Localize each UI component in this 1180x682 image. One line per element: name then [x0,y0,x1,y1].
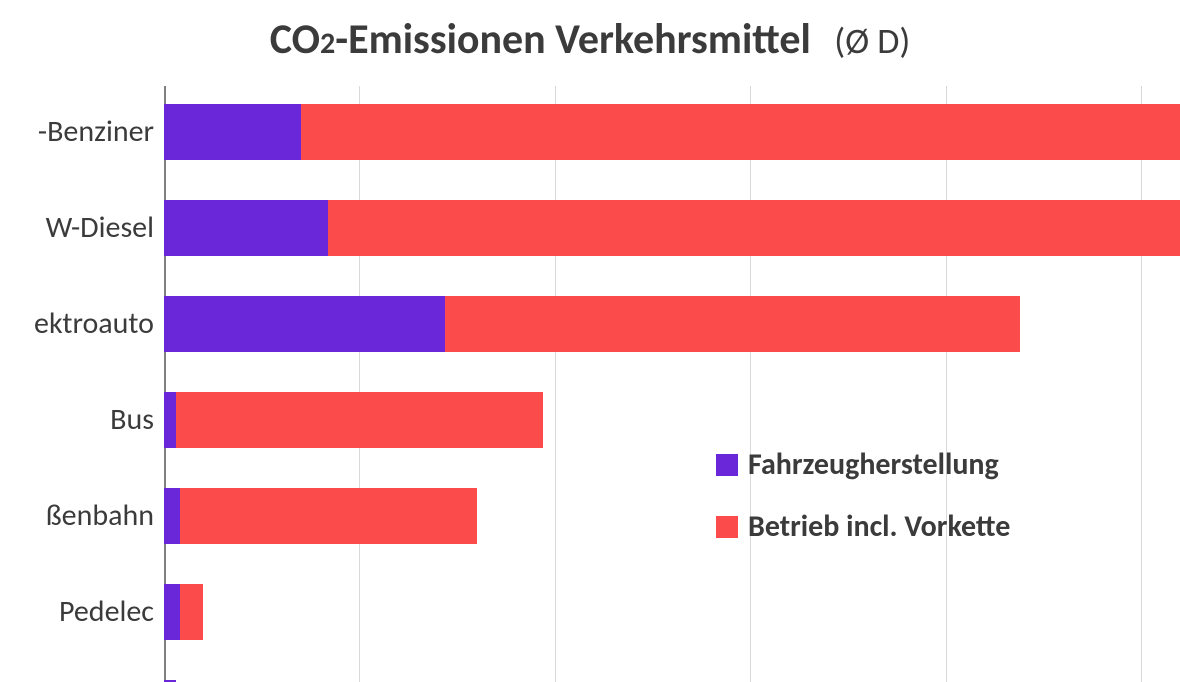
bar-segment-herstellung [164,584,180,640]
title-main: CO2-Emissionen Verkehrsmittel [270,14,821,65]
legend-item-herstellung: Fahrzeugherstellung [716,444,999,483]
plot-area [164,86,1180,682]
category-label: Bus [110,401,154,438]
category-label: ßenbahn [46,497,154,534]
bar-segment-betrieb [180,488,477,544]
title-prefix: CO [270,14,320,65]
category-label: W-Diesel [46,209,154,246]
bar-segment-herstellung [164,200,328,256]
bar-row [164,200,1180,256]
chart-title: CO2-Emissionen Verkehrsmittel (Ø D) [0,14,1180,65]
bar-segment-herstellung [164,488,180,544]
bar-segment-betrieb [176,392,543,448]
bar-segment-betrieb [301,104,1180,160]
category-label: ektroauto [34,305,154,342]
bar-row [164,296,1180,352]
title-subscript: 2 [320,25,335,62]
bar-segment-herstellung [164,104,301,160]
title-suffix: -Emissionen Verkehrsmittel [335,14,811,65]
legend-label: Betrieb incl. Vorkette [748,508,1010,545]
legend-swatch [716,516,738,538]
category-label: -Benziner [38,113,154,150]
bar-segment-betrieb [328,200,1180,256]
bar-row [164,488,1180,544]
legend-swatch [716,454,738,476]
bar-row [164,392,1180,448]
bar-row [164,584,1180,640]
title-annotation: (Ø D) [834,19,910,63]
bar-segment-herstellung [164,392,176,448]
legend-item-betrieb: Betrieb incl. Vorkette [716,506,1010,545]
bar-segment-betrieb [180,584,203,640]
legend-label: Fahrzeugherstellung [748,446,999,483]
bar-segment-herstellung [164,296,445,352]
bar-segment-betrieb [445,296,1019,352]
bar-row [164,104,1180,160]
co2-chart: CO2-Emissionen Verkehrsmittel (Ø D) Fahr… [0,0,1180,682]
category-label: Pedelec [59,593,154,630]
